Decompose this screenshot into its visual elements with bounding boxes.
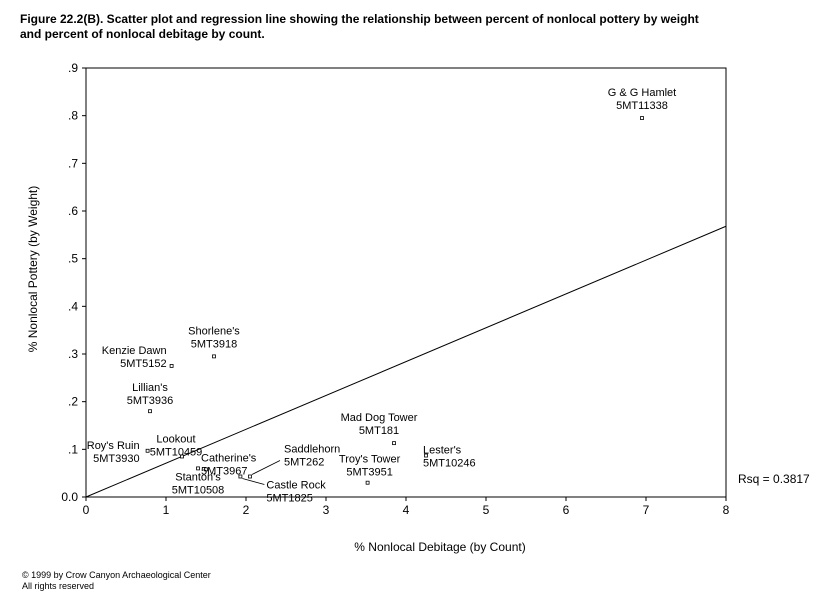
x-tick-label: 7 [643, 503, 650, 517]
x-axis-label: % Nonlocal Debitage (by Count) [354, 540, 526, 554]
copyright-notice: © 1999 by Crow Canyon Archaeological Cen… [22, 570, 211, 592]
y-tick-label: 0.0 [61, 490, 78, 504]
data-point [238, 474, 243, 479]
point-label-name: Shorlene's [188, 325, 240, 337]
x-tick-label: 6 [563, 503, 570, 517]
y-tick-label: .7 [68, 156, 78, 170]
data-point [169, 364, 174, 368]
y-tick-label: .3 [68, 347, 78, 361]
point-label-site-number: 5MT10508 [172, 484, 225, 496]
y-tick-label: .9 [68, 61, 78, 75]
y-tick-label: .2 [68, 395, 78, 409]
point-label-site-number: 5MT10246 [423, 458, 476, 470]
x-tick-label: 3 [323, 503, 330, 517]
x-tick-label: 4 [403, 503, 410, 517]
y-tick-label: .8 [68, 109, 78, 123]
figure-title: Figure 22.2(B). Scatter plot and regress… [20, 12, 820, 42]
data-point [148, 409, 152, 414]
figure-title-line2: and percent of nonlocal debitage by coun… [20, 27, 265, 41]
point-label-site-number: 5MT181 [359, 425, 399, 437]
point-label-name: G & G Hamlet [608, 87, 676, 99]
point-label-name: Roy's Ruin [87, 440, 140, 452]
y-tick-label: .5 [68, 252, 78, 266]
x-tick-label: 8 [723, 503, 730, 517]
data-point [196, 466, 200, 471]
point-label-site-number: 5MT3936 [127, 395, 173, 407]
x-tick-label: 1 [163, 503, 170, 517]
point-label-name: Mad Dog Tower [341, 412, 418, 424]
data-point [145, 448, 150, 453]
point-label-site-number: 5MT5152 [120, 358, 166, 370]
data-point [365, 480, 370, 485]
point-label-site-number: 5MT3967 [201, 465, 247, 477]
data-point [180, 454, 184, 459]
point-label-site-number: 5MT3918 [191, 338, 237, 350]
point-label-name: Lookout [156, 433, 195, 445]
point-label-site-number: 5MT10459 [150, 446, 203, 458]
data-point [640, 116, 644, 120]
point-label-name: Kenzie Dawn [102, 345, 167, 357]
leader-line-castle-rock [242, 478, 265, 485]
data-point [204, 467, 208, 472]
point-label-site-number: 5MT262 [284, 457, 324, 469]
figure-title-line1: Figure 22.2(B). Scatter plot and regress… [20, 12, 699, 26]
point-label-site-number: 5MT11338 [616, 100, 668, 112]
copyright-line1: © 1999 by Crow Canyon Archaeological Cen… [22, 570, 211, 580]
point-label-name: Stanton's [175, 471, 221, 483]
copyright-line2: All rights reserved [22, 581, 95, 591]
x-tick-label: 2 [243, 503, 250, 517]
data-point [212, 354, 216, 359]
x-tick-label: 0 [83, 503, 90, 517]
point-label-site-number: 5MT3930 [93, 453, 139, 465]
point-label-name: Troy's Tower [339, 454, 401, 466]
point-label-name: Saddlehorn [284, 444, 340, 456]
regression-line [85, 225, 727, 498]
y-tick-label: .6 [68, 204, 78, 218]
point-label-name: Catherine's [201, 452, 257, 464]
data-point [392, 441, 396, 446]
data-point [248, 474, 252, 479]
y-tick-label: .4 [68, 299, 78, 313]
data-point [424, 453, 428, 458]
point-label-site-number: 5MT1825 [266, 493, 312, 505]
point-label-name: Lester's [423, 445, 462, 457]
point-label-name: Castle Rock [266, 480, 326, 492]
x-tick-label: 5 [483, 503, 490, 517]
rsq-annotation: Rsq = 0.3817 [738, 472, 810, 486]
y-axis-label: % Nonlocal Pottery (by Weight) [26, 185, 40, 353]
leader-line-saddlehorn [251, 460, 281, 475]
point-label-name: Lillian's [132, 382, 168, 394]
point-label-site-number: 5MT3951 [346, 467, 392, 479]
y-tick-label: .1 [68, 442, 78, 456]
